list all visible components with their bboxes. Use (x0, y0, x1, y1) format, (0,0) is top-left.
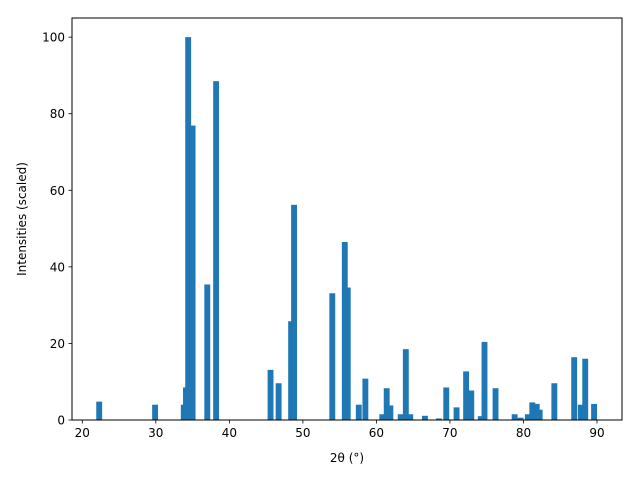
bar (291, 204, 297, 420)
bar (468, 390, 475, 420)
bar (577, 404, 584, 420)
bar (189, 125, 196, 420)
bar (407, 414, 414, 420)
bar (383, 388, 390, 420)
x-tick-label: 40 (222, 426, 237, 440)
bar (355, 404, 362, 420)
bar (453, 407, 460, 420)
y-tick-label: 100 (42, 31, 65, 45)
bar (213, 81, 220, 421)
bar (517, 417, 524, 420)
y-tick-label: 60 (50, 184, 65, 198)
x-axis-ticks: 20 30 40 50 60 70 80 90 (75, 420, 605, 440)
y-axis-label: Intensities (scaled) (15, 162, 29, 276)
bar-series (96, 37, 597, 421)
bar (96, 401, 103, 420)
bar (275, 383, 282, 420)
bar (402, 349, 409, 420)
bar (443, 387, 450, 420)
y-tick-label: 80 (50, 107, 65, 121)
bar (524, 414, 531, 420)
bar (477, 416, 484, 420)
bar (379, 414, 386, 420)
x-tick-label: 60 (369, 426, 384, 440)
x-tick-label: 90 (589, 426, 604, 440)
x-axis-label: 2θ (°) (330, 451, 364, 465)
bar (536, 409, 543, 420)
y-axis-ticks: 0 20 40 60 80 100 (42, 31, 72, 428)
x-tick-label: 80 (516, 426, 531, 440)
plot-frame (71, 17, 623, 421)
bar (362, 378, 369, 420)
bar (529, 402, 536, 420)
bar (329, 293, 336, 420)
bar (551, 383, 558, 420)
bar (481, 341, 488, 420)
y-tick-label: 20 (50, 337, 65, 351)
bar (533, 403, 540, 420)
bar (492, 388, 499, 420)
x-tick-label: 30 (148, 426, 163, 440)
bar (267, 369, 274, 420)
bar (387, 405, 394, 420)
bar (435, 418, 442, 420)
y-tick-label: 40 (50, 260, 65, 274)
bar (344, 287, 351, 420)
bar (571, 357, 578, 420)
bar (511, 414, 518, 420)
bar (152, 404, 159, 420)
bar (463, 371, 470, 420)
bar (204, 284, 211, 420)
bar (185, 37, 192, 420)
bar (591, 403, 597, 420)
x-tick-label: 70 (442, 426, 457, 440)
bar (397, 414, 404, 420)
x-tick-label: 20 (75, 426, 90, 440)
y-tick-label: 0 (57, 414, 65, 428)
x-tick-label: 50 (295, 426, 310, 440)
bar (582, 358, 589, 420)
bar (422, 415, 428, 420)
